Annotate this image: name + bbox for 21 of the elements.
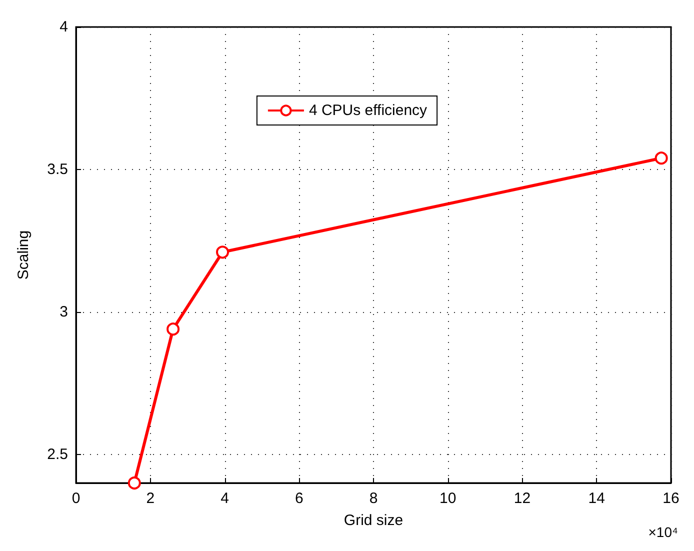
point: [216, 246, 230, 259]
x-tick-label: 4: [220, 490, 229, 507]
x-tick-label: 2: [146, 490, 155, 507]
y-tick-label: 4: [60, 18, 68, 36]
y-tick-label: 3.5: [47, 161, 68, 178]
point: [128, 476, 141, 490]
x-tick-label: 6: [294, 490, 304, 507]
x-tick-label: 10: [440, 490, 456, 507]
y-tick-label: 3: [60, 304, 68, 320]
x-tick-label: 8: [369, 490, 378, 507]
y-axis-title: Scaling: [15, 230, 32, 280]
point: [166, 322, 180, 336]
y-tick-label: 2.5: [47, 446, 68, 463]
text: ×10⁴: [648, 524, 678, 540]
x-axis-title: Grid size: [344, 512, 404, 529]
legend-label: 4 CPUs efficiency: [308, 102, 428, 119]
x-tick-label: 0: [72, 490, 80, 507]
x-tick-label: 16: [662, 490, 680, 507]
point: [654, 152, 668, 165]
x-tick-label: 14: [588, 490, 605, 507]
x-tick-label: 12: [514, 490, 531, 507]
